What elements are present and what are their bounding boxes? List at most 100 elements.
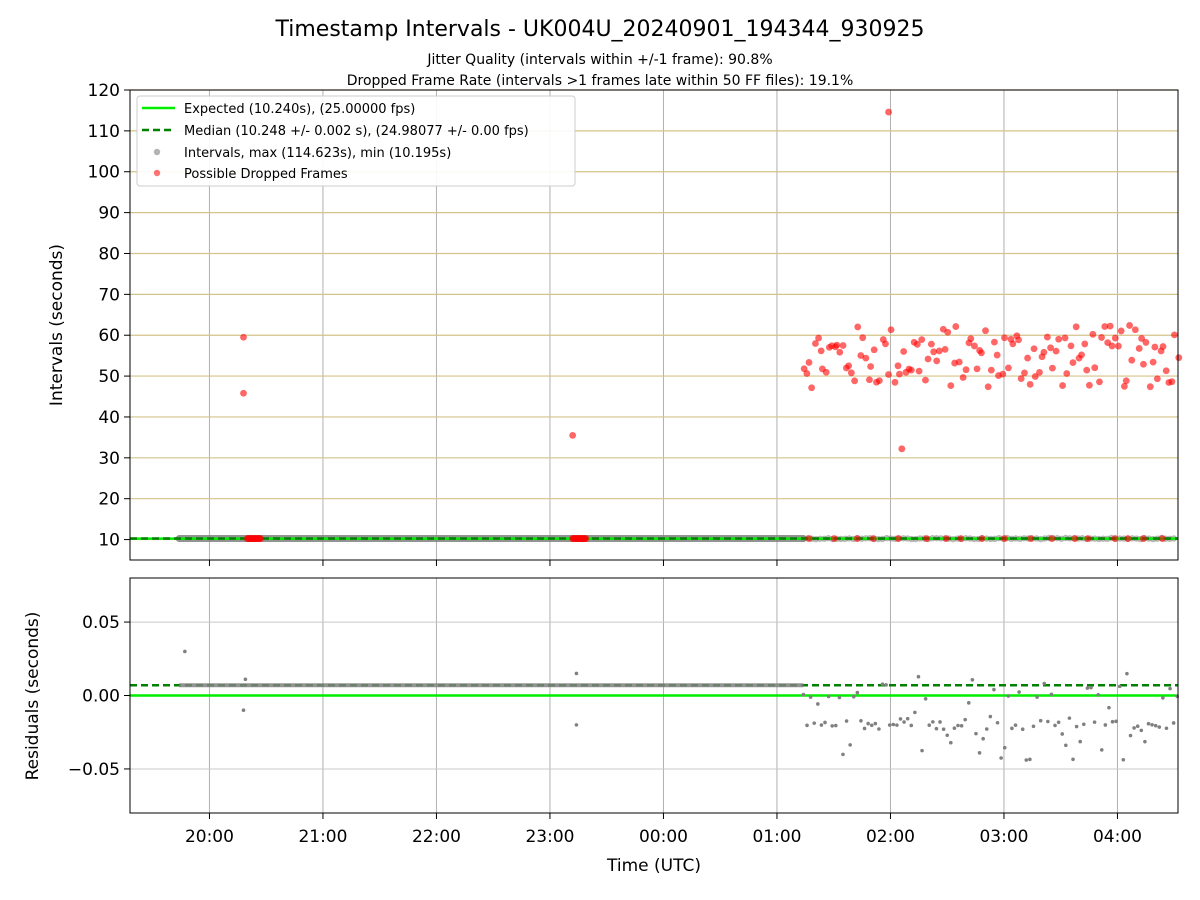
residual-point: [1081, 722, 1086, 727]
intervals-frame: [129, 89, 1179, 561]
residual-point: [959, 724, 964, 728]
dropped-frame-point: [933, 357, 941, 365]
residual-point: [945, 733, 950, 738]
dropped-frame-point: [1106, 322, 1114, 330]
residual-point: [1046, 719, 1050, 724]
dropped-frame-point: [1128, 356, 1136, 364]
dropped-frame-point: [830, 535, 838, 542]
residual-point: [1164, 726, 1169, 731]
residual-point: [1071, 757, 1075, 762]
x-tick-label: 20:00: [185, 827, 234, 847]
dropped-frame-point: [851, 377, 859, 385]
dropped-frame-point: [962, 366, 970, 374]
residual-point: [913, 710, 917, 715]
dropped-frame-point: [870, 346, 878, 354]
residual-point: [1049, 692, 1054, 697]
residual-point: [916, 674, 921, 679]
dropped-frame-point: [240, 389, 247, 397]
dropped-frame-point: [1071, 535, 1079, 542]
residual-point: [855, 690, 860, 695]
residual-point: [880, 682, 885, 686]
residual-point: [862, 726, 867, 731]
dropped-frame-point: [1055, 335, 1063, 343]
legend-intervals-swatch: [153, 148, 161, 156]
residual-point: [183, 649, 187, 654]
dropped-frame-point: [1031, 373, 1039, 380]
residual-point: [837, 695, 842, 700]
dropped-frame-point: [918, 336, 926, 344]
residual-point: [1056, 720, 1061, 725]
residual-point: [952, 726, 957, 731]
dropped-frame-point: [900, 348, 908, 355]
dropped-frame-point: [973, 365, 981, 373]
dropped-frame-point: [999, 370, 1007, 378]
residual-point: [1132, 726, 1136, 730]
dropped-frame-point: [845, 362, 853, 370]
dropped-frame-point: [1124, 535, 1132, 542]
dropped-frame-point: [952, 323, 960, 330]
residual-point: [1010, 726, 1014, 731]
residual-point: [866, 721, 870, 726]
residual-point: [1103, 723, 1108, 727]
dropped-frame-point: [944, 328, 952, 336]
dropped-frame-point: [1098, 334, 1105, 341]
residual-point: [873, 721, 878, 726]
dropped-frame-point: [805, 535, 813, 542]
dropped-frame-point: [1052, 347, 1060, 355]
dropped-frame-point: [1138, 335, 1146, 342]
intervals-panel: 10 20 30 40 50 60 70 80 90 100 110 120 Intervals (s…: [47, 81, 1183, 566]
residual-point: [826, 694, 831, 699]
residuals-y-tick-label: 0.05: [82, 613, 120, 633]
residual-point: [938, 720, 942, 724]
dropped-frame-point: [1026, 380, 1034, 388]
dropped-frame-point: [1111, 334, 1119, 342]
dropped-frame-point: [896, 370, 903, 378]
residual-point: [970, 678, 975, 682]
residual-point: [1017, 690, 1021, 694]
dropped-frame-point: [1139, 535, 1147, 542]
residual-point: [934, 726, 939, 731]
dropped-frame-point: [836, 348, 844, 356]
dropped-frame-point: [924, 355, 932, 363]
residual-point: [927, 723, 932, 727]
dropped-frame-point: [1171, 331, 1178, 339]
dropped-frame-point: [1117, 327, 1125, 335]
dropped-frame-point: [1072, 323, 1080, 331]
residual-point: [909, 723, 914, 728]
residual-point: [999, 756, 1003, 760]
intervals-y-ticks: 10 20 30 40 50 60 70 80 90 100 110 120: [88, 81, 130, 551]
dropped-frame-point: [984, 383, 992, 391]
dropped-frame-point: [815, 334, 822, 342]
dropped-frame-point: [833, 341, 841, 349]
residuals-data: [130, 649, 1180, 762]
dropped-frame-point: [885, 371, 892, 378]
dropped-frame-point: [582, 535, 590, 542]
dropped-frame-point: [1085, 381, 1093, 389]
dropped-frame-point: [1027, 535, 1035, 542]
dropped-frame-point: [1142, 339, 1150, 346]
residual-point: [981, 736, 985, 741]
residual-point: [902, 720, 906, 724]
residual-point: [1150, 722, 1154, 727]
dropped-frame-point: [927, 340, 935, 348]
residual-point: [1168, 686, 1172, 691]
residual-point: [984, 727, 989, 731]
residual-point: [241, 708, 246, 712]
residual-point: [805, 723, 809, 728]
dropped-frame-point: [1091, 364, 1099, 372]
dropped-frame-point: [1063, 370, 1071, 377]
residual-point: [877, 727, 881, 731]
dropped-frame-point: [1122, 377, 1130, 385]
chart-subtitle-dropped: Dropped Frame Rate (intervals >1 frames …: [347, 73, 854, 89]
dropped-frame-point: [923, 535, 930, 542]
dropped-frame-point: [817, 347, 825, 355]
x-tick-label: 01:00: [752, 827, 801, 847]
dropped-frame-point: [987, 366, 995, 374]
dropped-frame-point: [978, 349, 985, 357]
dropped-frame-point: [1040, 348, 1048, 356]
residual-point: [848, 743, 852, 747]
dropped-frame-point: [1135, 345, 1143, 352]
dropped-frame-point: [1131, 326, 1139, 334]
dropped-frame-point: [1024, 354, 1031, 362]
dropped-frame-point: [959, 374, 967, 381]
